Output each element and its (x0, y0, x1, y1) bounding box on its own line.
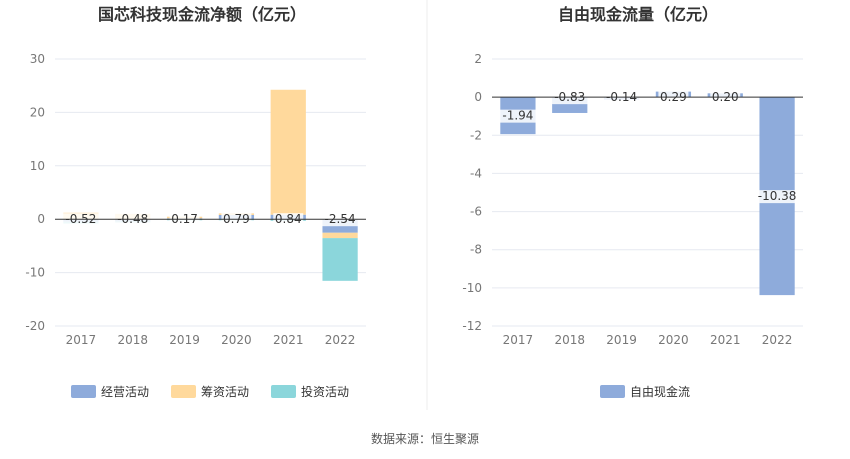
y-tick-label: -10 (25, 266, 45, 280)
bar-3 (322, 238, 358, 281)
data-label: -10.38 (758, 189, 797, 203)
x-tick-label: 2019 (606, 333, 637, 347)
data-source-text: 数据来源：恒生聚源 (371, 431, 479, 446)
y-tick-label: -10 (462, 281, 482, 295)
y-tick-label: 0 (37, 212, 45, 226)
y-tick-label: -12 (462, 319, 482, 333)
x-tick-label: 2021 (710, 333, 741, 347)
chart-title: 自由现金流量（亿元） (558, 5, 718, 24)
data-label-bg (755, 190, 800, 204)
y-tick-label: -2 (470, 128, 482, 142)
x-tick-label: 2021 (273, 333, 304, 347)
x-tick-label: 2020 (658, 333, 689, 347)
legend-item: 经营活动 (71, 385, 149, 399)
chart-title: 国芯科技现金流净额（亿元） (98, 5, 306, 24)
legend-item: 自由现金流 (600, 384, 690, 399)
y-tick-label: -8 (470, 243, 482, 257)
x-tick-label: 2017 (66, 333, 97, 347)
legend-label: 自由现金流 (630, 384, 690, 399)
y-tick-label: 20 (30, 105, 45, 119)
legend-swatch (171, 385, 196, 398)
x-tick-label: 2020 (221, 333, 252, 347)
data-label-bg (499, 109, 537, 123)
y-tick-label: -20 (25, 319, 45, 333)
y-tick-label: -4 (470, 166, 482, 180)
legend-swatch (271, 385, 296, 398)
legend-swatch (600, 385, 625, 398)
x-tick-label: 2018 (117, 333, 148, 347)
chart-panel-2: 自由现金流量（亿元） 2 0 -2 -4 -6 -8 -10 -12 2017 2018 2019 20… (462, 5, 803, 399)
legend-label: 经营活动 (101, 385, 149, 399)
x-tick-label: 2022 (325, 333, 356, 347)
legend-label: 筹资活动 (201, 385, 249, 399)
y-tick-label: -6 (470, 205, 482, 219)
legend-swatch (71, 385, 96, 398)
y-tick-label: 0 (474, 90, 482, 104)
y-tick-label: 2 (474, 52, 482, 66)
chart-panel-1: 国芯科技现金流净额（亿元） 30 20 10 0 -10 -20 2017 2018 2019 20… (25, 5, 366, 399)
bar-2 (270, 89, 306, 215)
legend-item: 投资活动 (271, 384, 349, 399)
legend-item: 筹资活动 (171, 385, 249, 399)
data-label: -1.94 (502, 109, 533, 123)
x-tick-label: 2017 (503, 333, 534, 347)
y-tick-label: 30 (30, 52, 45, 66)
x-tick-label: 2018 (554, 333, 585, 347)
x-tick-label: 2022 (762, 333, 793, 347)
y-tick-label: 10 (30, 159, 45, 173)
bar-2 (322, 232, 358, 239)
x-tick-label: 2019 (169, 333, 200, 347)
legend-label: 投资活动 (301, 384, 349, 399)
